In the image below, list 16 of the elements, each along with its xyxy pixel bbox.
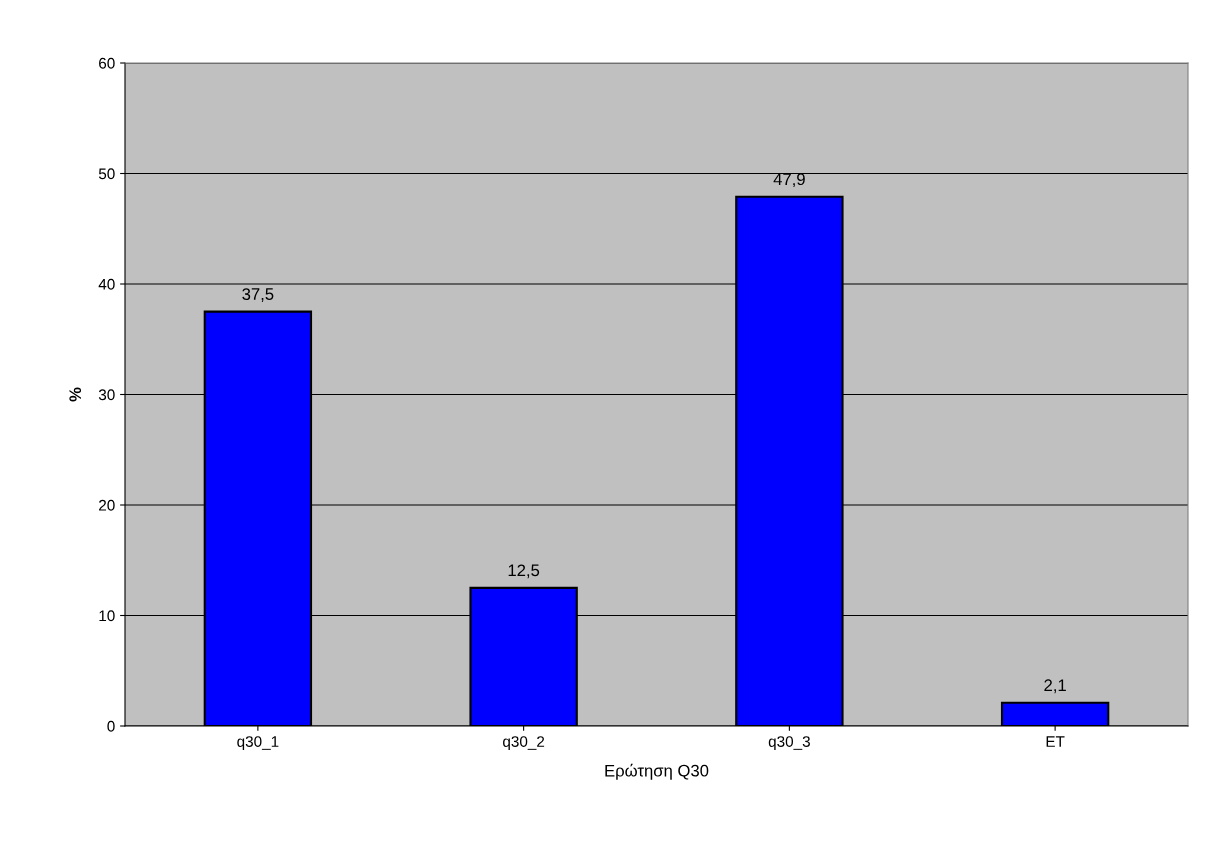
y-tick-label: 40	[98, 278, 115, 290]
x-tick-label: q30_2	[503, 736, 545, 750]
y-tick-label: 50	[98, 168, 115, 180]
x-tick-label: q30_3	[768, 736, 810, 750]
x-tick-label: ET	[1046, 736, 1065, 747]
data-label: 37,5	[242, 288, 274, 302]
y-tick-label: 10	[99, 610, 115, 622]
y-axis-title: %	[69, 387, 82, 402]
data-label: 2,1	[1044, 679, 1066, 694]
y-tick-label: 20	[99, 499, 115, 511]
x-tick-label: q30_1	[237, 736, 279, 750]
y-tick-label: 60	[99, 57, 115, 69]
y-tick-label: 0	[107, 720, 115, 732]
data-label: 12,5	[508, 564, 540, 579]
x-axis-title: Ερώτηση Q30	[605, 763, 709, 780]
y-tick-label: 30	[98, 389, 115, 401]
